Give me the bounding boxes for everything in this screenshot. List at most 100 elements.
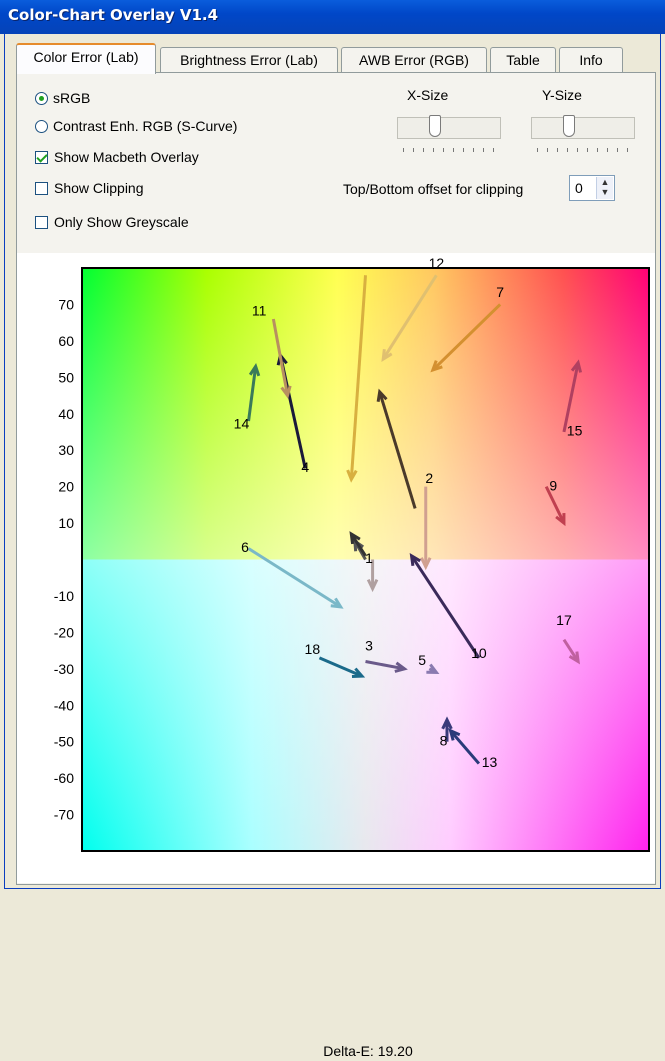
patch-label: 1 xyxy=(365,550,373,566)
patch-label: 8 xyxy=(440,732,448,748)
error-arrowhead-11 xyxy=(280,385,292,399)
y-size-label: Y-Size xyxy=(542,87,582,103)
tab-color-error[interactable]: Color Error (Lab) xyxy=(16,43,156,74)
error-arrowhead-9 xyxy=(555,513,566,527)
patch-label: 12 xyxy=(429,255,445,271)
error-arrow-3 xyxy=(365,660,405,671)
patch-label: 3 xyxy=(365,638,373,654)
checkbox-empty-icon xyxy=(35,215,48,229)
y-tick-label: -50 xyxy=(54,734,74,750)
error-arrow-13 xyxy=(449,729,481,765)
patch-label: 14 xyxy=(234,415,250,431)
error-arrow-12 xyxy=(349,275,367,480)
error-arrow-15 xyxy=(562,362,580,433)
radio-empty-icon xyxy=(35,119,48,133)
window-title: Color-Chart Overlay V1.4 xyxy=(8,6,219,24)
lab-error-chart: 70605040302010-10-20-30-40-50-60-7012711… xyxy=(54,255,650,852)
patch-label: 5 xyxy=(418,652,426,668)
y-tick-label: -70 xyxy=(54,807,74,823)
error-arrow-14 xyxy=(247,366,258,422)
radio-selected-icon xyxy=(35,91,48,105)
only-greyscale-label: Only Show Greyscale xyxy=(54,214,189,230)
color-error-panel: sRGB Contrast Enh. RGB (S-Curve) Show Ma… xyxy=(16,72,656,1059)
y-tick-label: -10 xyxy=(54,588,74,604)
contrast-label: Contrast Enh. RGB (S-Curve) xyxy=(53,118,238,134)
slider-track xyxy=(397,117,501,139)
show-clipping-checkbox[interactable]: Show Clipping xyxy=(35,180,144,196)
tab-table[interactable]: Table xyxy=(490,47,556,73)
patch-label: 7 xyxy=(496,284,504,300)
error-arrow-17 xyxy=(562,638,580,663)
error-arrowhead-3 xyxy=(394,661,408,673)
contrast-radio[interactable]: Contrast Enh. RGB (S-Curve) xyxy=(35,118,237,134)
y-size-slider[interactable] xyxy=(531,113,635,157)
tab-awb-error[interactable]: AWB Error (RGB) xyxy=(341,47,487,73)
slider-thumb[interactable] xyxy=(563,115,576,137)
only-greyscale-checkbox[interactable]: Only Show Greyscale xyxy=(35,214,189,230)
error-arrow-7 xyxy=(431,303,502,372)
error-arrowhead-7 xyxy=(430,360,443,373)
chart-area: 70 60 50 40 30 20 10 -10 -20 -30 -40 -50 -60 -70 12 7 11… xyxy=(17,253,655,1059)
y-tick-label: -20 xyxy=(54,624,74,640)
patch-label: 6 xyxy=(241,539,249,555)
clipping-offset-value[interactable]: 0 xyxy=(575,180,583,196)
error-arrowhead-17 xyxy=(568,651,581,665)
error-arrowhead-2 xyxy=(420,557,432,571)
error-arrow-18 xyxy=(318,656,363,678)
error-arrowhead-15 xyxy=(570,359,583,373)
error-arrow-10 xyxy=(410,555,481,659)
error-arrowhead-18 xyxy=(351,667,366,679)
error-arrowhead-13 xyxy=(448,728,461,741)
patch-label: 17 xyxy=(556,612,572,628)
clipping-offset-spinner[interactable]: 0 ▲ ▼ xyxy=(569,175,615,201)
patch-label: 15 xyxy=(567,423,583,439)
show-clipping-label: Show Clipping xyxy=(54,180,144,196)
y-tick-label: 60 xyxy=(58,333,74,349)
error-arrowhead-5 xyxy=(426,663,440,675)
show-macbeth-checkbox[interactable]: Show Macbeth Overlay xyxy=(35,149,199,165)
error-arrow-9 xyxy=(544,485,566,524)
patch-label: 10 xyxy=(471,645,487,661)
patch-label: 9 xyxy=(549,477,557,493)
y-tick-label: -40 xyxy=(54,697,74,713)
y-tick-label: 40 xyxy=(58,406,74,422)
checkbox-checked-icon xyxy=(35,150,48,164)
x-size-label: X-Size xyxy=(407,87,449,103)
error-arrowhead-12 xyxy=(346,469,358,483)
srgb-radio[interactable]: sRGB xyxy=(35,90,90,106)
y-tick-label: -30 xyxy=(54,661,74,677)
title-bar[interactable]: Color-Chart Overlay V1.4 xyxy=(0,0,665,34)
plot-border xyxy=(81,267,650,852)
error-arrow-6 xyxy=(247,547,342,609)
error-arrow-16 xyxy=(350,533,367,557)
error-arrow-11 xyxy=(271,318,290,396)
y-tick-label: 30 xyxy=(58,442,74,458)
tab-info[interactable]: Info xyxy=(559,47,623,73)
y-tick-label: 70 xyxy=(58,296,74,312)
error-arrow-12 xyxy=(381,274,438,360)
show-macbeth-label: Show Macbeth Overlay xyxy=(54,149,199,165)
delta-e-status: Delta-E: 19.20 xyxy=(323,1043,413,1059)
error-arrowhead-8 xyxy=(441,716,453,730)
patch-label: 11 xyxy=(252,302,267,318)
error-arrowhead-12 xyxy=(381,348,393,363)
slider-thumb[interactable] xyxy=(429,115,442,137)
clipping-offset-label: Top/Bottom offset for clipping xyxy=(343,181,524,197)
tab-brightness-error[interactable]: Brightness Error (Lab) xyxy=(160,47,338,73)
error-arrowhead-19 xyxy=(366,578,379,593)
slider-track xyxy=(531,117,635,139)
y-tick-label: 20 xyxy=(58,479,74,495)
checkbox-empty-icon xyxy=(35,181,48,195)
y-tick-label: 50 xyxy=(58,369,74,385)
error-arrowhead-6 xyxy=(330,597,344,609)
slider-ticks xyxy=(537,148,629,152)
slider-ticks xyxy=(403,148,495,152)
error-arrowhead-16 xyxy=(349,531,361,545)
x-size-slider[interactable] xyxy=(397,113,501,157)
spinner-arrows-icon[interactable]: ▲ ▼ xyxy=(596,177,613,199)
error-arrowhead-10 xyxy=(409,552,421,566)
error-arrow-4 xyxy=(378,391,417,509)
patch-label: 18 xyxy=(305,641,321,657)
y-tick-label: -60 xyxy=(54,770,74,786)
y-tick-label: 10 xyxy=(58,515,74,531)
